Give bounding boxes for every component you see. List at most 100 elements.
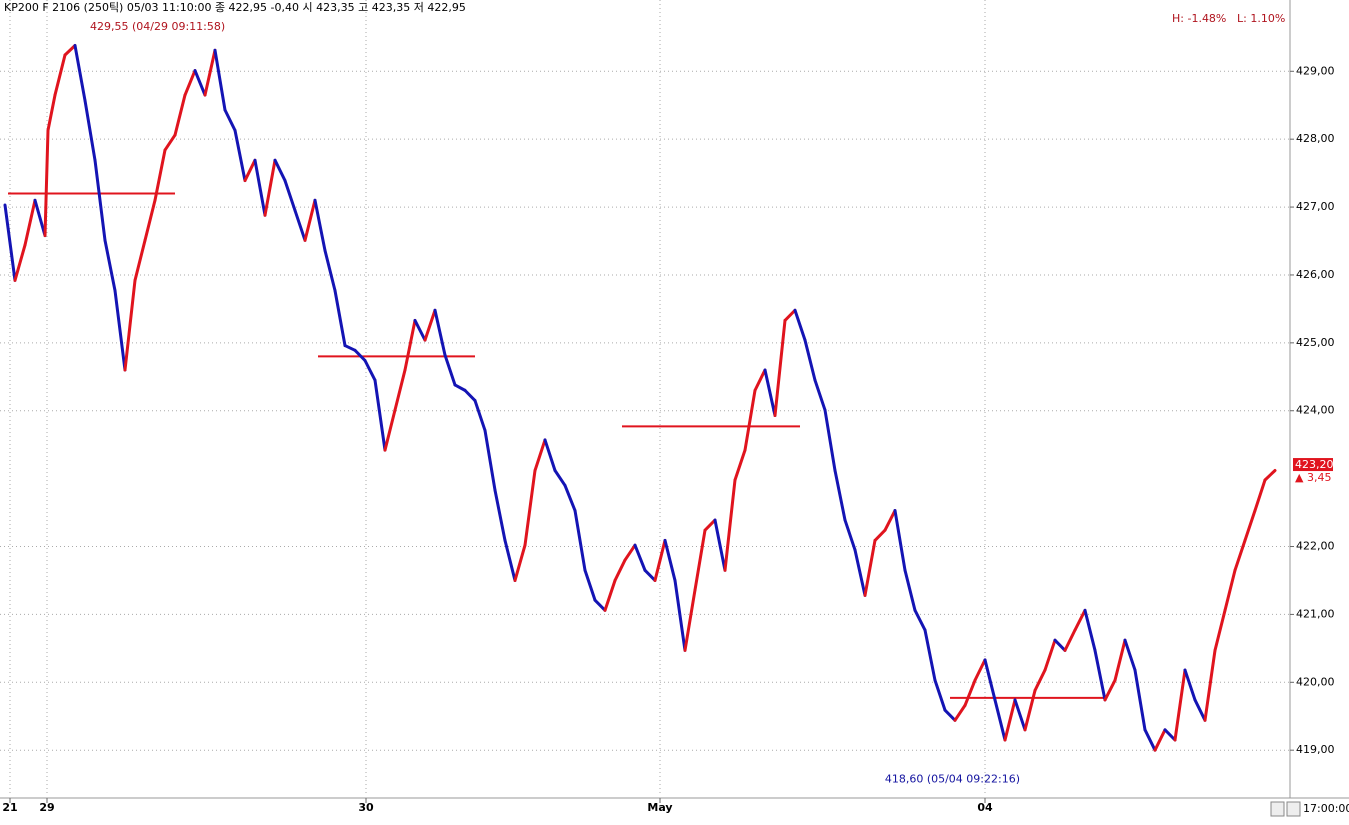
price-segment <box>333 289 347 348</box>
price-segment <box>763 368 777 417</box>
price-segment <box>1223 568 1237 612</box>
price-segment <box>803 338 817 382</box>
price-segment <box>1093 648 1107 702</box>
price-segment <box>173 93 187 137</box>
price-segment <box>473 399 487 432</box>
price-segment <box>183 69 197 97</box>
price-segment <box>863 538 877 597</box>
price-segment <box>1213 608 1227 652</box>
price-segment <box>943 708 957 722</box>
y-tick-label: 420,00 <box>1296 675 1335 688</box>
price-segment <box>523 468 537 547</box>
change-label: ▲ 3,45 <box>1295 471 1331 484</box>
price-segment <box>113 289 127 372</box>
price-segment <box>1153 728 1167 752</box>
price-segment <box>823 408 837 472</box>
price-segment <box>483 428 497 492</box>
price-segment <box>583 568 597 602</box>
price-segment <box>983 658 997 702</box>
price-segment <box>243 158 257 183</box>
price-segment <box>953 703 967 722</box>
price-segment <box>593 598 607 612</box>
price-segment <box>913 608 927 632</box>
y-tick-label: 425,00 <box>1296 336 1335 349</box>
y-tick-label: 419,00 <box>1296 743 1335 756</box>
price-segment <box>203 48 217 97</box>
price-segment <box>1163 728 1177 742</box>
price-segment <box>1103 678 1117 702</box>
price-segment <box>1113 638 1127 682</box>
x-tick-label: May <box>647 801 672 814</box>
price-segment <box>693 528 707 592</box>
pen-button[interactable] <box>1270 801 1285 817</box>
price-segment <box>413 318 427 342</box>
price-segment <box>163 133 177 152</box>
y-tick-label: 422,00 <box>1296 540 1335 553</box>
price-segment <box>793 308 807 342</box>
price-segment <box>903 568 917 612</box>
price-segment <box>973 658 987 682</box>
price-segment <box>353 348 367 362</box>
price-segment <box>843 518 857 552</box>
price-segment <box>233 128 247 183</box>
price-segment <box>683 588 697 652</box>
x-tick-label: 04 <box>977 801 993 814</box>
price-segment <box>1083 608 1097 652</box>
price-segment <box>1053 638 1067 652</box>
price-segment <box>213 48 227 112</box>
price-segment <box>773 318 787 417</box>
price-segment <box>123 278 137 372</box>
price-segment <box>633 543 647 572</box>
range-low: L: 1.10% <box>1237 12 1285 25</box>
price-segment <box>1033 668 1047 692</box>
price-segment <box>813 378 827 412</box>
price-segment <box>253 158 267 217</box>
price-segment <box>3 203 17 282</box>
price-segment <box>883 509 897 532</box>
price-segment <box>993 698 1007 742</box>
price-segment <box>713 518 727 572</box>
price-segment <box>563 483 577 513</box>
price-segment <box>1063 628 1077 652</box>
last-price-label: 423,20 <box>1295 458 1334 471</box>
y-tick-label: 429,00 <box>1296 64 1335 77</box>
price-segment <box>63 43 77 57</box>
price-segment <box>963 678 977 707</box>
y-tick-label: 426,00 <box>1296 268 1335 281</box>
price-segment <box>1253 478 1267 513</box>
price-segment <box>1243 509 1257 542</box>
price-segment <box>853 548 867 597</box>
zoom-button[interactable] <box>1286 801 1301 817</box>
price-segment <box>53 53 67 97</box>
last-price-box <box>1293 458 1333 472</box>
price-segment <box>1143 728 1157 752</box>
price-segment <box>273 158 287 183</box>
price-segment <box>753 368 767 392</box>
price-segment <box>623 543 637 562</box>
price-segment <box>643 568 657 582</box>
x-tick-label: 21 <box>2 801 17 814</box>
y-tick-label: 428,00 <box>1296 132 1335 145</box>
price-segment <box>933 678 947 712</box>
price-segment <box>613 558 627 582</box>
x-tick-label: 30 <box>358 801 374 814</box>
price-segment <box>143 198 157 242</box>
price-segment <box>673 578 687 652</box>
price-segment <box>33 198 47 238</box>
price-segment <box>223 108 237 132</box>
chart-header: KP200 F 2106 (250틱) 05/03 11:10:00 종 422… <box>4 1 466 14</box>
price-segment <box>543 438 557 472</box>
price-segment <box>1073 608 1087 632</box>
price-segment <box>1023 688 1037 732</box>
price-segment <box>283 179 297 212</box>
price-segment <box>103 238 117 293</box>
price-segment <box>723 478 737 572</box>
price-segment <box>1233 538 1247 572</box>
price-segment <box>873 528 887 542</box>
price-segment <box>393 368 407 412</box>
price-segment <box>1123 638 1137 672</box>
price-segment <box>653 538 667 582</box>
